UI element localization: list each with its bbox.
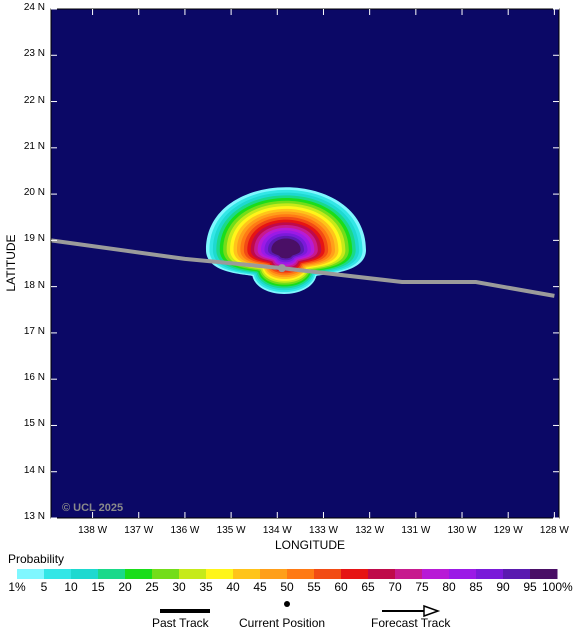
colorbar-label: 75: [415, 580, 429, 594]
colorbar-segment: [98, 569, 126, 579]
colorbar-segment: [17, 569, 45, 579]
lon-label: 135 W: [216, 525, 246, 536]
lat-label: 14 N: [23, 464, 45, 476]
colorbar-segment: [287, 569, 315, 579]
forecast-track-label: Forecast Track: [371, 616, 451, 630]
colorbar-label: 70: [388, 580, 402, 594]
axis-ticks: [51, 8, 559, 519]
colorbar-label: 80: [442, 580, 456, 594]
lon-label: 134 W: [262, 525, 292, 536]
lon-label: 137 W: [124, 525, 154, 536]
colorbar-label: 95: [523, 580, 537, 594]
colorbar-segment: [233, 569, 261, 579]
current-position-marker: [277, 264, 286, 273]
colorbar-segment: [71, 569, 99, 579]
lon-label: 131 W: [401, 525, 431, 536]
colorbar-segment: [44, 569, 72, 579]
current-position-symbol: [284, 601, 290, 607]
x-axis-title: LONGITUDE: [274, 538, 345, 552]
colorbar-segment: [395, 569, 423, 579]
colorbar-label: 25: [145, 580, 159, 594]
lat-label: 21 N: [23, 140, 45, 152]
copyright-watermark: © UCL 2025: [62, 502, 124, 514]
colorbar-label: 55: [307, 580, 321, 594]
lat-label: 24 N: [23, 2, 45, 13]
plot-frame: [50, 8, 560, 519]
lat-label: 20 N: [23, 187, 45, 199]
colorbar-label: 35: [199, 580, 213, 594]
colorbar-segment: [530, 569, 558, 579]
lat-label: 18 N: [23, 279, 45, 291]
colorbar-label: 5: [40, 580, 48, 594]
colorbar-label: 85: [469, 580, 483, 594]
lat-label: 19 N: [23, 233, 45, 245]
colorbar-segment: [152, 569, 180, 579]
lon-label: 136 W: [170, 525, 200, 536]
lat-label: 23 N: [23, 48, 45, 60]
lon-label: 130 W: [447, 525, 477, 536]
probability-colorbar: [17, 569, 558, 579]
lon-label: 129 W: [493, 525, 523, 536]
forecast-arrow-icon: [423, 604, 441, 618]
colorbar-label: 90: [496, 580, 510, 594]
colorbar-label: 15: [91, 580, 105, 594]
colorbar-label: 1%: [8, 580, 26, 594]
lat-label: 13 N: [23, 511, 45, 522]
colorbar-segment: [260, 569, 288, 579]
colorbar-label: 50: [280, 580, 294, 594]
lat-label: 22 N: [23, 94, 45, 106]
past-track-label: Past Track: [152, 616, 209, 630]
storm-track-line: [50, 238, 555, 298]
colorbar-segment: [341, 569, 369, 579]
y-axis-title: LATITUDE: [4, 234, 18, 292]
colorbar-segment: [179, 569, 207, 579]
lat-label: 15 N: [23, 418, 45, 430]
colorbar-label: 30: [172, 580, 186, 594]
lon-label: 128 W: [539, 525, 569, 536]
probability-contour: [271, 238, 301, 259]
colorbar-segment: [206, 569, 234, 579]
colorbar-segment: [314, 569, 342, 579]
colorbar-segment: [476, 569, 504, 579]
colorbar-label: 10: [64, 580, 78, 594]
colorbar-segment: [422, 569, 450, 579]
colorbar-label: 100%: [542, 580, 573, 594]
colorbar-segment: [449, 569, 477, 579]
current-position-label: Current Position: [239, 616, 326, 630]
lat-label: 16 N: [23, 372, 45, 384]
colorbar-label: 65: [361, 580, 375, 594]
lon-label: 132 W: [355, 525, 385, 536]
lon-label: 138 W: [78, 525, 108, 536]
colorbar-segment: [503, 569, 531, 579]
lon-label: 133 W: [309, 525, 338, 536]
colorbar-label: 20: [118, 580, 132, 594]
colorbar-label: 45: [253, 580, 267, 594]
colorbar-label: 40: [226, 580, 240, 594]
colorbar-segment: [125, 569, 153, 579]
colorbar-label: 60: [334, 580, 348, 594]
legend-title: Probability: [8, 552, 65, 566]
lat-label: 17 N: [23, 325, 45, 337]
colorbar-segment: [368, 569, 396, 579]
